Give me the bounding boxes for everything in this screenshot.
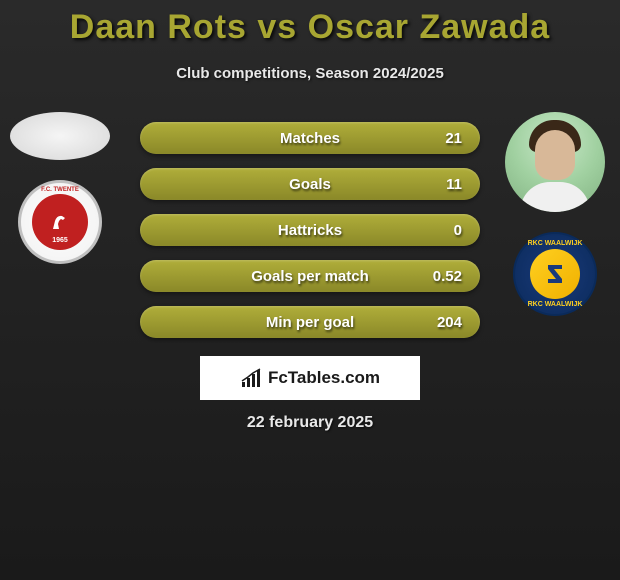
stat-label: Goals per match (251, 268, 369, 285)
stat-label: Hattricks (278, 222, 342, 239)
subtitle: Club competitions, Season 2024/2025 (0, 65, 620, 82)
player-right-panel: RKC WAALWIJK RKC WAALWIJK (500, 112, 610, 316)
date-text: 22 february 2025 (0, 414, 620, 432)
stat-label: Min per goal (266, 314, 354, 331)
club-left-logo: F.C. TWENTE 1965 (18, 180, 102, 264)
chart-icon (240, 368, 264, 388)
stat-bar-goals-per-match: Goals per match 0.52 (140, 260, 480, 292)
stat-bar-goals: Goals 11 (140, 168, 480, 200)
stat-bar-hattricks: Hattricks 0 (140, 214, 480, 246)
player-left-avatar (10, 112, 110, 160)
club-right-logo: RKC WAALWIJK RKC WAALWIJK (513, 232, 597, 316)
fctables-logo[interactable]: FcTables.com (200, 356, 420, 400)
stat-value: 0 (454, 222, 462, 239)
horse-icon (45, 207, 75, 237)
club-right-inner (530, 249, 580, 299)
stat-label: Matches (280, 130, 340, 147)
player-left-panel: F.C. TWENTE 1965 (10, 112, 110, 264)
club-left-name: F.C. TWENTE (21, 187, 99, 193)
stat-bar-min-per-goal: Min per goal 204 (140, 306, 480, 338)
stats-container: Matches 21 Goals 11 Hattricks 0 Goals pe… (140, 122, 480, 352)
club-left-year: 1965 (52, 237, 68, 244)
stat-label: Goals (289, 176, 331, 193)
club-right-name-top: RKC WAALWIJK (515, 240, 595, 247)
logo-text: FcTables.com (268, 368, 380, 388)
stat-value: 204 (437, 314, 462, 331)
player-right-avatar (505, 112, 605, 212)
page-title: Daan Rots vs Oscar Zawada (0, 0, 620, 47)
stat-value: 11 (446, 176, 462, 193)
club-left-inner: 1965 (32, 194, 88, 250)
stat-value: 0.52 (433, 268, 462, 285)
club-right-name-bottom: RKC WAALWIJK (515, 301, 595, 308)
stat-value: 21 (445, 130, 462, 147)
stat-bar-matches: Matches 21 (140, 122, 480, 154)
